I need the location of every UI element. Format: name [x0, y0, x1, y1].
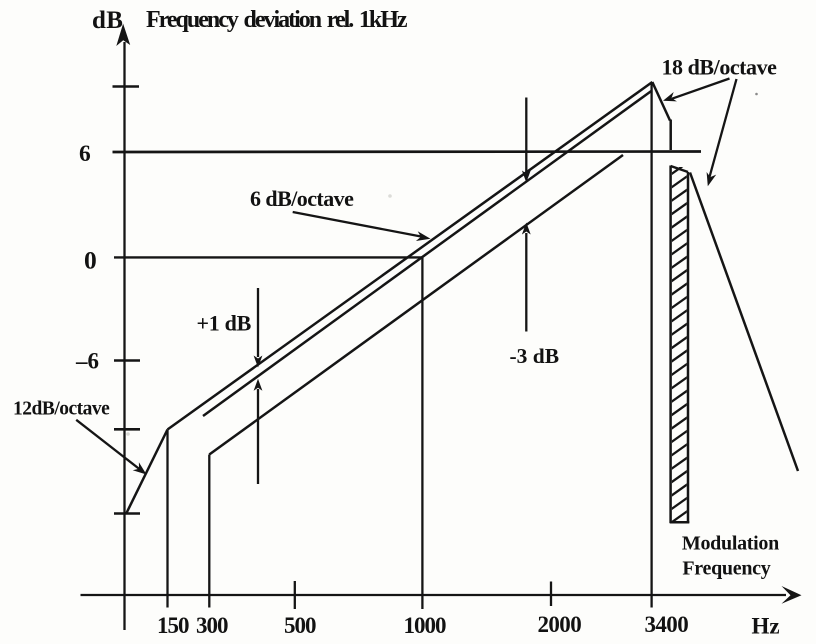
svg-text:dB: dB	[92, 7, 123, 34]
svg-text:Frequency deviation rel. 1kHz: Frequency deviation rel. 1kHz	[146, 7, 408, 33]
svg-text:0: 0	[84, 246, 97, 275]
svg-text:1000: 1000	[404, 613, 447, 638]
svg-text:12dB/octave: 12dB/octave	[13, 399, 110, 420]
svg-text:500: 500	[284, 613, 316, 638]
svg-text:6 dB/octave: 6 dB/octave	[250, 186, 354, 211]
svg-text:Frequency: Frequency	[682, 558, 770, 580]
svg-text:2000: 2000	[538, 612, 582, 637]
svg-text:–6: –6	[75, 349, 99, 374]
svg-text:6: 6	[79, 141, 91, 167]
svg-text:18 dB/octave: 18 dB/octave	[662, 55, 778, 80]
svg-text:-3 dB: -3 dB	[510, 344, 560, 368]
svg-text:150: 150	[157, 613, 189, 638]
svg-text:Modulation: Modulation	[682, 533, 779, 555]
svg-text:3400: 3400	[645, 612, 689, 637]
svg-text:+1 dB: +1 dB	[197, 311, 252, 336]
svg-text:Hz: Hz	[752, 614, 780, 639]
svg-text:300: 300	[196, 613, 228, 638]
